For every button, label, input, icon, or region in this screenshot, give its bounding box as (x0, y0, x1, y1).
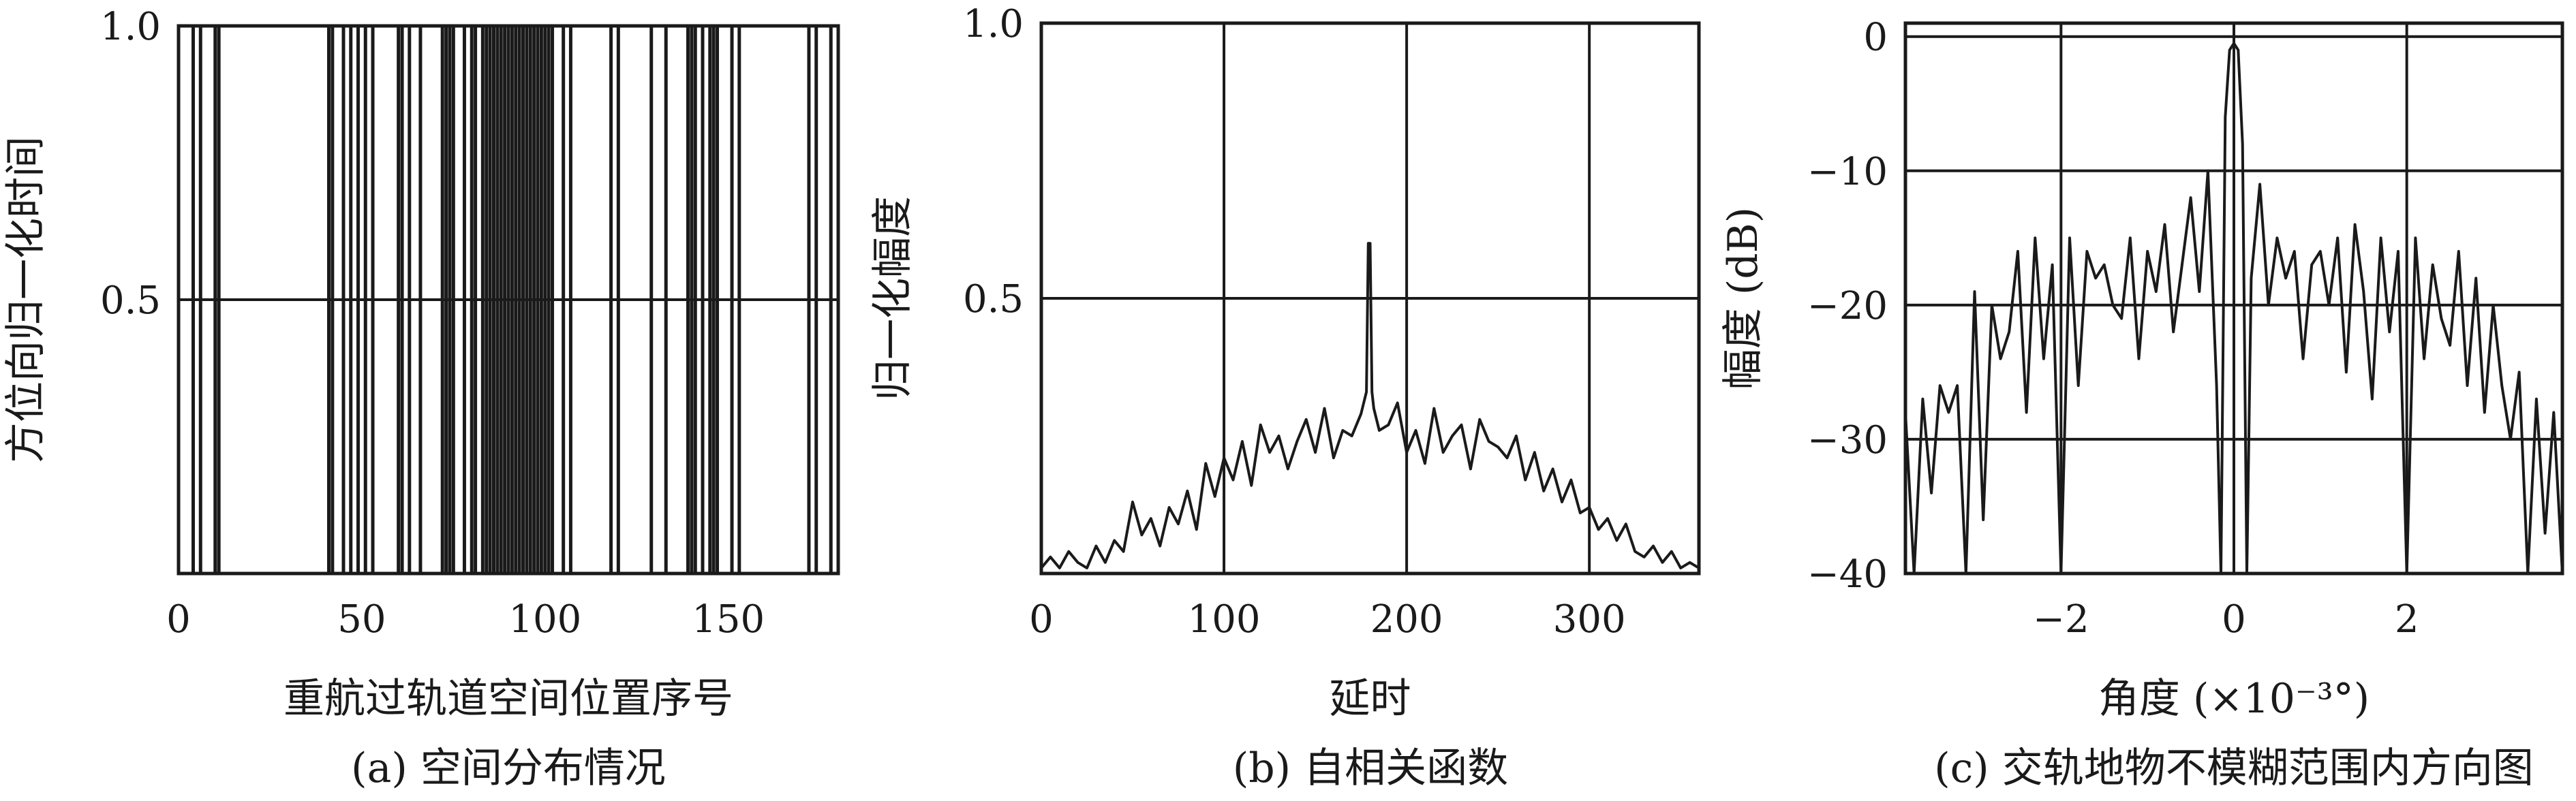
x-tick-label: 50 (337, 597, 386, 642)
x-tick-label: 150 (692, 597, 765, 642)
y-tick-label: −10 (1807, 150, 1888, 194)
panel-b-autocorrelation: 0 100 200 300 0.5 1.0 延时 归一化幅度 (b) 自相关函数 (869, 2, 1701, 792)
y-tick-label: 1.0 (100, 5, 161, 49)
x-axis-label: 重航过轨道空间位置序号 (283, 675, 733, 723)
panel-caption: (a) 空间分布情况 (351, 744, 666, 792)
y-axis-label: 归一化幅度 (869, 196, 917, 400)
plot-frame (177, 24, 840, 576)
x-tick-label: 300 (1553, 597, 1626, 642)
series-line (1040, 242, 1700, 569)
panel-caption: (c) 交轨地物不模糊范围内方向图 (1934, 744, 2534, 792)
x-tick-label: 2 (2395, 597, 2419, 642)
x-tick-label: 0 (166, 597, 191, 642)
panel-a-spatial-distribution: 0 50 100 150 0.5 1.0 重航过轨道空间位置序号 方位向归一化时间 (a) 空间… (2, 5, 840, 792)
y-tick-label: 1.0 (963, 2, 1024, 46)
y-axis-label: 幅度 (dB) (1719, 207, 1767, 390)
y-tick-label: 0.5 (963, 277, 1024, 321)
y-tick-label: −20 (1807, 284, 1888, 328)
x-tick-label: 200 (1370, 597, 1443, 642)
x-tick-label: 0 (2222, 597, 2246, 642)
series-line (1904, 42, 2564, 575)
x-tick-label: 100 (508, 597, 581, 642)
y-tick-label: −40 (1807, 552, 1888, 597)
y-tick-label: 0.5 (100, 279, 161, 323)
y-tick-label: −30 (1807, 418, 1888, 462)
x-axis-label: 延时 (1330, 675, 1411, 723)
plot-frame (1039, 21, 1701, 576)
x-axis-label: 角度 (×10⁻³°) (2098, 675, 2370, 723)
panel-caption: (b) 自相关函数 (1233, 744, 1508, 792)
x-tick-label: 100 (1188, 597, 1261, 642)
plot-frame (1903, 21, 2564, 576)
x-tick-label: −2 (2033, 597, 2089, 642)
y-axis-label: 方位向归一化时间 (2, 136, 50, 463)
x-tick-label: 0 (1029, 597, 1054, 642)
y-tick-label: 0 (1863, 16, 1888, 60)
